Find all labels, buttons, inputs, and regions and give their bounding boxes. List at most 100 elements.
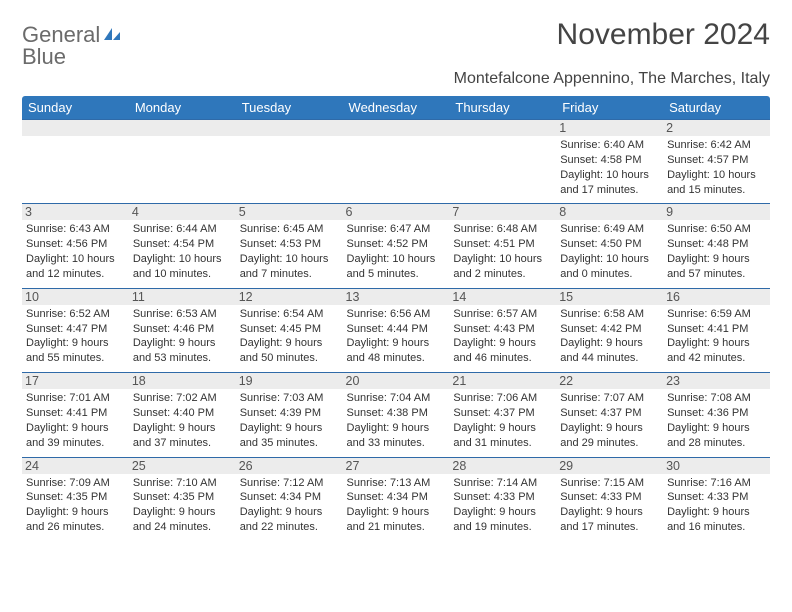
day-number: 25 [129,458,236,474]
day-number: 15 [556,289,663,305]
calendar-day: 18Sunrise: 7:02 AMSunset: 4:40 PMDayligh… [129,373,236,457]
sunrise-text: Sunrise: 6:48 AM [453,222,552,237]
calendar-day [129,120,236,204]
logo-text-wrap: General Blue [22,24,122,68]
sunrise-text: Sunrise: 6:44 AM [133,222,232,237]
day-header: Saturday [663,96,770,120]
daylight-text: Daylight: 9 hours and 21 minutes. [347,505,446,535]
sunset-text: Sunset: 4:40 PM [133,406,232,421]
calendar-week: 1Sunrise: 6:40 AMSunset: 4:58 PMDaylight… [22,120,770,204]
sunrise-text: Sunrise: 6:47 AM [347,222,446,237]
calendar-day: 27Sunrise: 7:13 AMSunset: 4:34 PMDayligh… [343,457,450,541]
calendar-day: 20Sunrise: 7:04 AMSunset: 4:38 PMDayligh… [343,373,450,457]
calendar-week: 17Sunrise: 7:01 AMSunset: 4:41 PMDayligh… [22,373,770,457]
daylight-text: Daylight: 9 hours and 28 minutes. [667,421,766,451]
daylight-text: Daylight: 9 hours and 22 minutes. [240,505,339,535]
daylight-text: Daylight: 9 hours and 31 minutes. [453,421,552,451]
sunset-text: Sunset: 4:38 PM [347,406,446,421]
sunrise-text: Sunrise: 7:01 AM [26,391,125,406]
sunrise-text: Sunrise: 6:57 AM [453,307,552,322]
day-number: 6 [343,204,450,220]
day-info: Sunrise: 7:10 AMSunset: 4:35 PMDaylight:… [133,476,232,535]
day-number [22,120,129,136]
day-number: 11 [129,289,236,305]
header: General Blue November 2024 [22,18,770,68]
calendar-day [236,120,343,204]
sunrise-text: Sunrise: 6:42 AM [667,138,766,153]
day-info: Sunrise: 6:52 AMSunset: 4:47 PMDaylight:… [26,307,125,366]
calendar-day: 22Sunrise: 7:07 AMSunset: 4:37 PMDayligh… [556,373,663,457]
sunrise-text: Sunrise: 6:43 AM [26,222,125,237]
daylight-text: Daylight: 9 hours and 33 minutes. [347,421,446,451]
daylight-text: Daylight: 10 hours and 10 minutes. [133,252,232,282]
day-info: Sunrise: 6:50 AMSunset: 4:48 PMDaylight:… [667,222,766,281]
day-number: 29 [556,458,663,474]
daylight-text: Daylight: 9 hours and 17 minutes. [560,505,659,535]
day-info: Sunrise: 7:06 AMSunset: 4:37 PMDaylight:… [453,391,552,450]
sunrise-text: Sunrise: 6:40 AM [560,138,659,153]
day-info: Sunrise: 7:01 AMSunset: 4:41 PMDaylight:… [26,391,125,450]
daylight-text: Daylight: 9 hours and 26 minutes. [26,505,125,535]
day-info: Sunrise: 6:48 AMSunset: 4:51 PMDaylight:… [453,222,552,281]
daylight-text: Daylight: 9 hours and 50 minutes. [240,336,339,366]
sunset-text: Sunset: 4:33 PM [560,490,659,505]
daylight-text: Daylight: 9 hours and 57 minutes. [667,252,766,282]
sunrise-text: Sunrise: 7:06 AM [453,391,552,406]
calendar-day: 7Sunrise: 6:48 AMSunset: 4:51 PMDaylight… [449,204,556,288]
sunrise-text: Sunrise: 7:07 AM [560,391,659,406]
sunset-text: Sunset: 4:37 PM [453,406,552,421]
calendar-week: 10 Sunrise: 6:52 AMSunset: 4:47 PMDayligh… [22,288,770,372]
sunset-text: Sunset: 4:48 PM [667,237,766,252]
calendar-day: 25 Sunrise: 7:10 AMSunset: 4:35 PMDayligh… [129,457,236,541]
sunset-text: Sunset: 4:41 PM [667,322,766,337]
sunset-text: Sunset: 4:33 PM [453,490,552,505]
daylight-text: Daylight: 9 hours and 35 minutes. [240,421,339,451]
daylight-text: Daylight: 9 hours and 48 minutes. [347,336,446,366]
calendar-day: 14Sunrise: 6:57 AMSunset: 4:43 PMDayligh… [449,288,556,372]
calendar-body: 1Sunrise: 6:40 AMSunset: 4:58 PMDaylight… [22,120,770,541]
day-header-row: Sunday Monday Tuesday Wednesday Thursday… [22,96,770,120]
sunset-text: Sunset: 4:51 PM [453,237,552,252]
day-info: Sunrise: 7:12 AMSunset: 4:34 PMDaylight:… [240,476,339,535]
calendar-day: 26Sunrise: 7:12 AMSunset: 4:34 PMDayligh… [236,457,343,541]
daylight-text: Daylight: 9 hours and 42 minutes. [667,336,766,366]
sunset-text: Sunset: 4:50 PM [560,237,659,252]
sunset-text: Sunset: 4:54 PM [133,237,232,252]
day-info: Sunrise: 6:54 AMSunset: 4:45 PMDaylight:… [240,307,339,366]
day-header: Sunday [22,96,129,120]
daylight-text: Daylight: 10 hours and 5 minutes. [347,252,446,282]
day-header: Friday [556,96,663,120]
calendar-day: 13Sunrise: 6:56 AMSunset: 4:44 PMDayligh… [343,288,450,372]
day-number: 10 [22,289,129,305]
calendar-day: 28Sunrise: 7:14 AMSunset: 4:33 PMDayligh… [449,457,556,541]
day-info: Sunrise: 7:08 AMSunset: 4:36 PMDaylight:… [667,391,766,450]
sunrise-text: Sunrise: 6:49 AM [560,222,659,237]
day-info: Sunrise: 7:15 AMSunset: 4:33 PMDaylight:… [560,476,659,535]
calendar-day: 23Sunrise: 7:08 AMSunset: 4:36 PMDayligh… [663,373,770,457]
day-info: Sunrise: 6:58 AMSunset: 4:42 PMDaylight:… [560,307,659,366]
daylight-text: Daylight: 10 hours and 2 minutes. [453,252,552,282]
sunrise-text: Sunrise: 7:16 AM [667,476,766,491]
day-number: 17 [22,373,129,389]
day-info: Sunrise: 6:44 AMSunset: 4:54 PMDaylight:… [133,222,232,281]
day-number [236,120,343,136]
day-number: 27 [343,458,450,474]
sunrise-text: Sunrise: 6:52 AM [26,307,125,322]
sunrise-text: Sunrise: 7:08 AM [667,391,766,406]
sunset-text: Sunset: 4:41 PM [26,406,125,421]
day-header: Thursday [449,96,556,120]
calendar-day: 8Sunrise: 6:49 AMSunset: 4:50 PMDaylight… [556,204,663,288]
day-number: 2 [663,120,770,136]
sunrise-text: Sunrise: 7:15 AM [560,476,659,491]
sunset-text: Sunset: 4:46 PM [133,322,232,337]
day-header: Wednesday [343,96,450,120]
day-info: Sunrise: 6:42 AMSunset: 4:57 PMDaylight:… [667,138,766,197]
sunrise-text: Sunrise: 7:04 AM [347,391,446,406]
sunrise-text: Sunrise: 6:53 AM [133,307,232,322]
day-info: Sunrise: 6:57 AMSunset: 4:43 PMDaylight:… [453,307,552,366]
calendar-day [449,120,556,204]
day-info: Sunrise: 7:04 AMSunset: 4:38 PMDaylight:… [347,391,446,450]
day-info: Sunrise: 7:07 AMSunset: 4:37 PMDaylight:… [560,391,659,450]
daylight-text: Daylight: 9 hours and 39 minutes. [26,421,125,451]
daylight-text: Daylight: 10 hours and 15 minutes. [667,168,766,198]
